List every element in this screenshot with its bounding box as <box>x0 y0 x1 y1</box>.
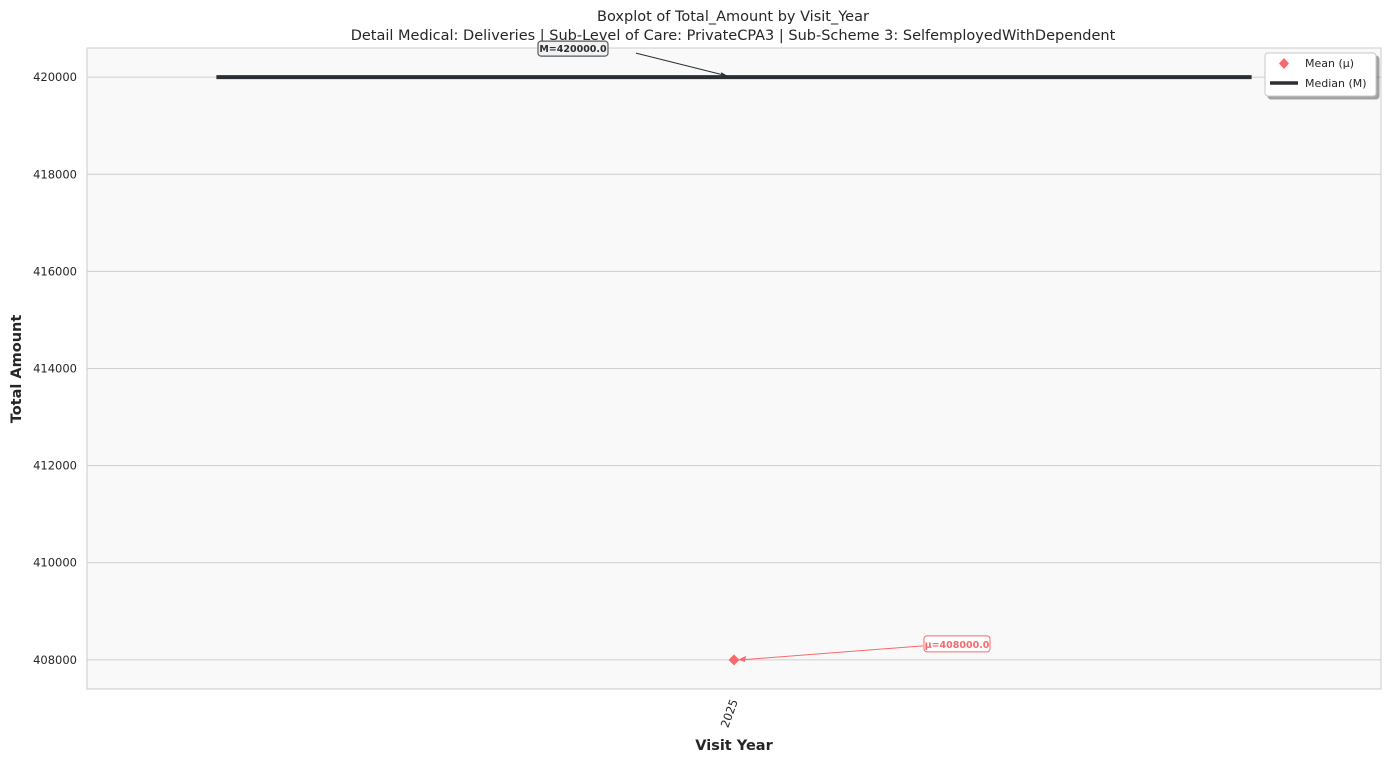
mean-annotation-arrow <box>740 645 924 661</box>
legend-median-label: Median (M) <box>1305 77 1367 90</box>
y-axis-label: Total Amount <box>9 315 25 424</box>
chart-subtitle: Detail Medical: Deliveries | Sub-Level o… <box>351 28 1116 44</box>
chart-title: Boxplot of Total_Amount by Visit_Year <box>597 9 869 25</box>
legend-mean-marker <box>1279 58 1289 69</box>
x-axis-label: Visit Year <box>695 738 773 754</box>
x-tick-labels: 2025 <box>718 697 741 729</box>
y-tick-labels: 408000 410000 412000 414000 416000 418000 4200… <box>33 70 77 667</box>
data-marks <box>216 75 1252 666</box>
legend-mean-label: Mean (μ) <box>1305 57 1354 70</box>
annotations: M=420000.0 μ=408000.0 <box>537 40 991 662</box>
y-tick-label: 414000 <box>33 362 77 376</box>
legend-box <box>1264 52 1377 97</box>
mean-annotation-box <box>923 635 991 653</box>
y-tick-label: 416000 <box>33 264 77 278</box>
mean-marker <box>728 654 740 666</box>
median-annotation-box <box>537 40 609 57</box>
y-tick-label: 418000 <box>33 167 77 181</box>
y-tick-label: 410000 <box>33 556 77 570</box>
y-tick-label: 412000 <box>33 459 77 473</box>
mean-annotation-label: μ=408000.0 <box>925 640 990 651</box>
mean-annotation-arrowhead <box>738 655 746 662</box>
median-annotation-arrow <box>635 52 729 77</box>
median-annotation-label: M=420000.0 <box>539 44 607 55</box>
y-tick-label: 408000 <box>33 653 77 667</box>
y-tick-label: 420000 <box>33 70 77 84</box>
median-annotation-arrowhead <box>721 72 728 78</box>
legend: Mean (μ) Median (M) <box>1264 52 1377 97</box>
x-tick-label: 2025 <box>718 697 741 729</box>
